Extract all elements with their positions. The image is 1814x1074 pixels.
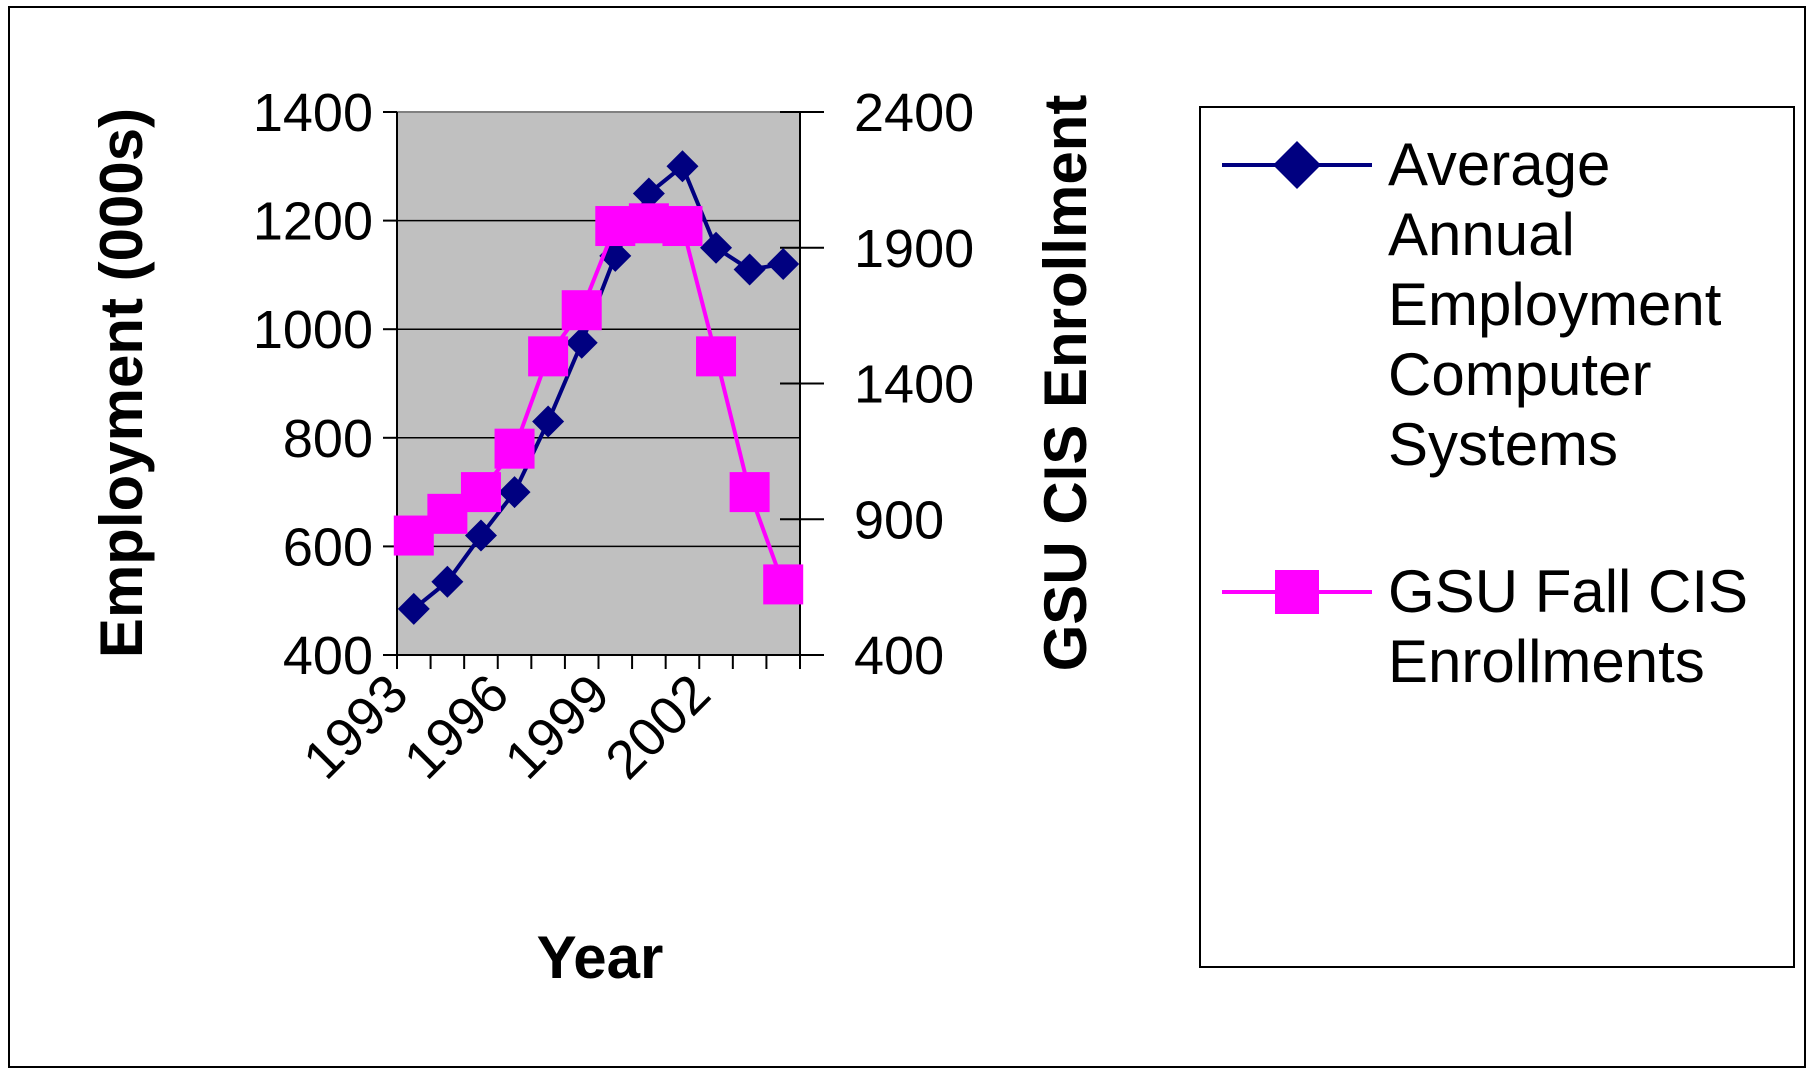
legend-label: Computer	[1388, 341, 1651, 408]
plot-area	[396, 111, 801, 656]
series-1-point	[565, 326, 598, 359]
series-2-point	[696, 336, 737, 377]
legend-label: Average	[1388, 131, 1610, 198]
left-axis-title: Employment (000s)	[88, 108, 155, 658]
legend-label: Employment	[1388, 271, 1722, 338]
left-tick-label: 1200	[253, 192, 373, 252]
series-1-point	[666, 150, 699, 183]
series-2-point	[595, 206, 636, 247]
left-tick-label: 1400	[253, 83, 373, 143]
left-tick-label: 800	[283, 409, 373, 469]
legend-label: GSU Fall CIS	[1388, 558, 1748, 625]
series-1-point	[700, 231, 733, 264]
series-2-point	[393, 515, 434, 556]
right-tick-label: 2400	[854, 83, 974, 143]
legend-label: Systems	[1388, 411, 1618, 478]
series-2-point	[628, 203, 669, 244]
right-tick-label: 1900	[854, 219, 974, 279]
legend-box	[1199, 106, 1795, 968]
right-axis-title: GSU CIS Enrollment	[1032, 95, 1099, 672]
left-tick-label: 1000	[253, 300, 373, 360]
series-1-point	[397, 592, 430, 625]
right-tick-label: 900	[854, 490, 944, 550]
right-tick-label: 400	[854, 626, 944, 686]
legend-square-icon	[1275, 570, 1319, 614]
left-tick-label: 400	[283, 626, 373, 686]
series-1-point	[733, 253, 766, 286]
series-2-point	[561, 290, 602, 331]
series-1-point	[767, 248, 800, 281]
legend-label: Annual	[1388, 201, 1575, 268]
series-2-point	[729, 472, 770, 513]
series-2-point	[427, 493, 468, 534]
series-1-point	[532, 405, 565, 438]
series-2-point	[763, 564, 804, 605]
series-1-point	[632, 177, 665, 210]
series-2-point	[494, 428, 535, 469]
series-2-point	[662, 206, 703, 247]
series-2-point	[528, 336, 569, 377]
right-tick-label: 1400	[854, 355, 974, 415]
series-1-point	[498, 476, 531, 509]
series-2-point	[460, 472, 501, 513]
left-tick-label: 600	[283, 517, 373, 577]
series-1-point	[431, 565, 464, 598]
series-1-point	[464, 519, 497, 552]
legend-label: Enrollments	[1388, 628, 1705, 695]
legend-diamond-icon	[1273, 141, 1321, 189]
x-axis-title: Year	[537, 924, 664, 991]
